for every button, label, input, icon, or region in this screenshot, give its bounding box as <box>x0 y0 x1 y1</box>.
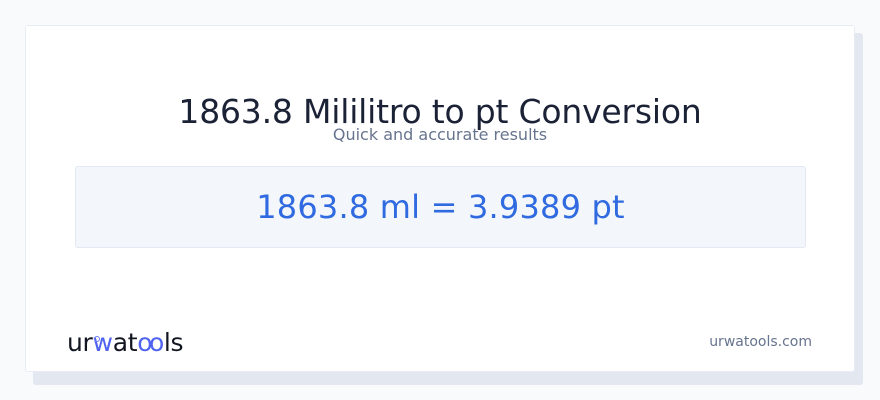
brand-logo-part-5: ls <box>163 328 184 357</box>
brand-logo-part-2: w <box>92 328 113 357</box>
conversion-result-box: 1863.8 ml = 3.9389 pt <box>75 166 806 248</box>
conversion-result-text: 1863.8 ml = 3.9389 pt <box>256 188 625 226</box>
brand-logo[interactable]: ur watoo ls <box>67 330 183 355</box>
page-subtitle: Quick and accurate results <box>332 125 548 144</box>
site-url-label: urwatools.com <box>709 334 812 350</box>
brand-logo-part-3: at <box>112 328 138 357</box>
page-title: 1863.8 Mililitro to pt Conversion <box>178 92 702 132</box>
brand-logo-part-1: ur <box>67 328 93 357</box>
conversion-card: 1863.8 Mililitro to pt Conversion Quick … <box>25 25 855 372</box>
circle-outline-icon <box>93 336 100 342</box>
brand-logo-part-4: oo <box>137 328 164 357</box>
card-footer: ur watoo ls urwatools.com <box>26 297 854 371</box>
